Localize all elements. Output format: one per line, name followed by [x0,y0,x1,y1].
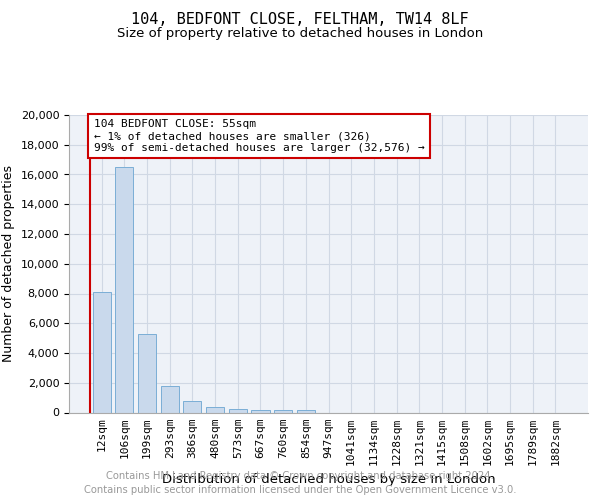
Bar [297,410,315,412]
Y-axis label: Number of detached properties: Number of detached properties [2,165,15,362]
Bar [274,410,292,412]
Bar [92,292,111,412]
Bar [161,386,179,412]
Bar [229,408,247,412]
Bar [251,410,269,412]
Text: Contains HM Land Registry data © Crown copyright and database right 2024.
Contai: Contains HM Land Registry data © Crown c… [84,471,516,495]
X-axis label: Distribution of detached houses by size in London: Distribution of detached houses by size … [161,473,496,486]
Bar [115,167,133,412]
Bar [206,407,224,412]
Bar [138,334,156,412]
Bar [184,402,202,412]
Text: Size of property relative to detached houses in London: Size of property relative to detached ho… [117,28,483,40]
Text: 104, BEDFONT CLOSE, FELTHAM, TW14 8LF: 104, BEDFONT CLOSE, FELTHAM, TW14 8LF [131,12,469,28]
Text: 104 BEDFONT CLOSE: 55sqm
← 1% of detached houses are smaller (326)
99% of semi-d: 104 BEDFONT CLOSE: 55sqm ← 1% of detache… [94,120,424,152]
